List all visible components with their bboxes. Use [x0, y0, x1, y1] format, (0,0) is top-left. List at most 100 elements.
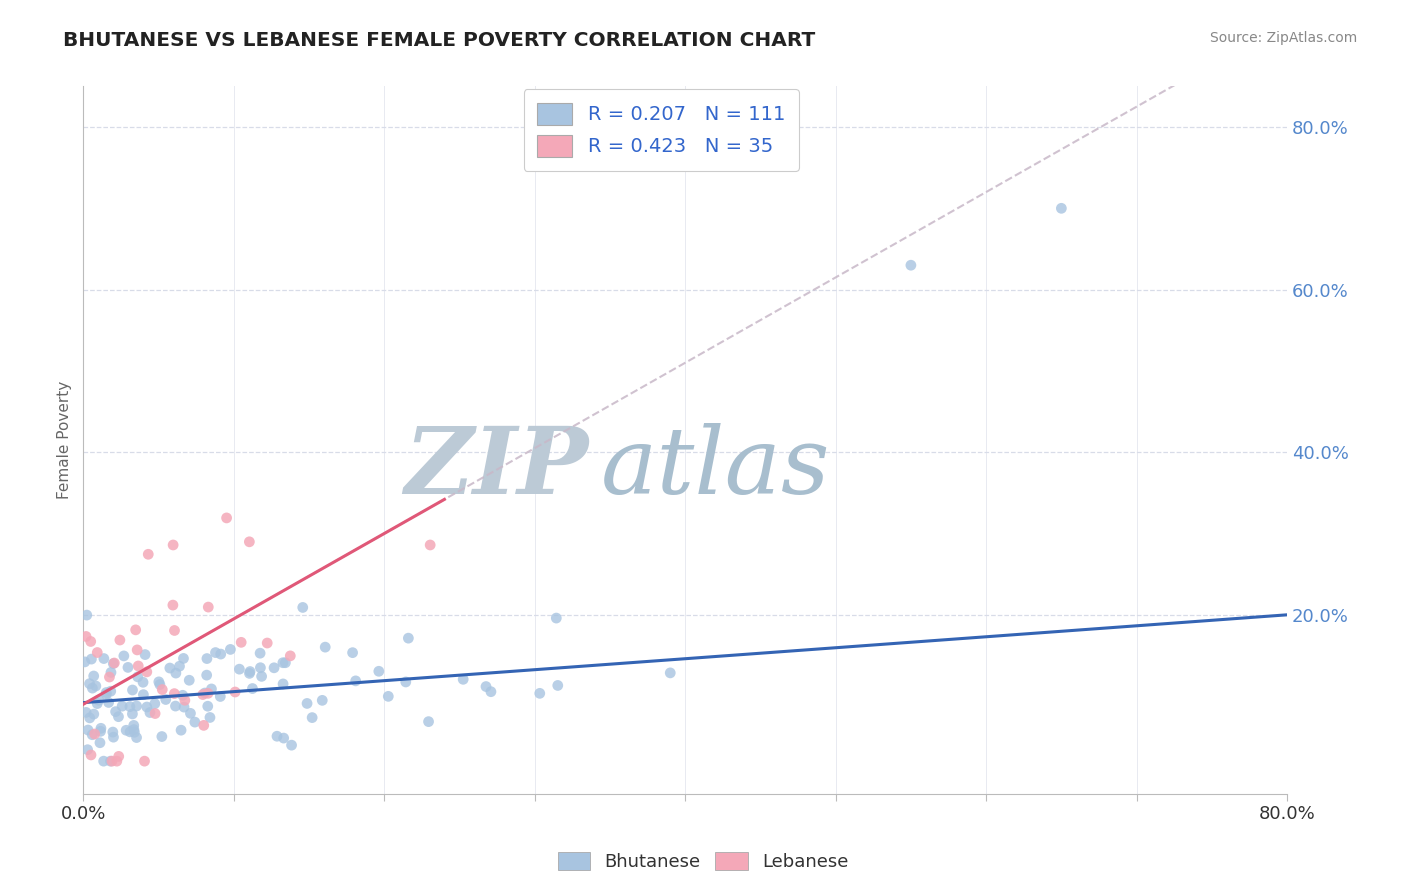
Point: [115, 723, 138, 738]
Point: [197, 686, 219, 700]
Point: [112, 648, 135, 663]
Point: [82, 728, 104, 742]
Point: [263, 661, 285, 675]
Point: [86, 646, 108, 660]
Point: [135, 700, 157, 714]
Point: [134, 648, 156, 662]
Point: [204, 646, 226, 660]
Point: [195, 651, 218, 665]
Point: [191, 688, 214, 702]
Point: [76, 742, 98, 756]
Point: [90, 724, 112, 739]
Point: [659, 665, 682, 680]
Point: [100, 665, 122, 680]
Point: [228, 662, 250, 676]
Point: [193, 718, 215, 732]
Point: [179, 673, 201, 688]
Point: [149, 677, 172, 691]
Point: [344, 673, 367, 688]
Point: [159, 661, 181, 675]
Point: [172, 651, 194, 665]
Point: [479, 684, 502, 698]
Point: [184, 715, 207, 730]
Point: [96, 687, 118, 701]
Point: [108, 633, 131, 648]
Point: [238, 534, 260, 549]
Point: [111, 699, 134, 714]
Point: [103, 657, 125, 671]
Point: [163, 687, 186, 701]
Point: [231, 635, 253, 649]
Point: [117, 660, 139, 674]
Point: [127, 659, 149, 673]
Point: [103, 656, 125, 670]
Point: [98, 670, 121, 684]
Point: [118, 699, 141, 714]
Point: [475, 680, 498, 694]
Point: [76, 608, 98, 623]
Point: [75, 706, 97, 720]
Point: [291, 600, 314, 615]
Point: [162, 538, 184, 552]
Legend: R = 0.207   N = 111, R = 0.423   N = 35: R = 0.207 N = 111, R = 0.423 N = 35: [523, 89, 799, 171]
Point: [121, 683, 143, 698]
Point: [162, 598, 184, 612]
Point: [93, 651, 115, 665]
Point: [239, 665, 262, 679]
Point: [127, 643, 149, 657]
Text: ZIP: ZIP: [405, 424, 589, 513]
Point: [136, 547, 159, 561]
Legend: Bhutanese, Lebanese: Bhutanese, Lebanese: [550, 845, 856, 879]
Point: [104, 705, 127, 719]
Point: [209, 690, 232, 704]
Point: [529, 686, 551, 700]
Point: [194, 686, 217, 700]
Point: [80, 652, 103, 666]
Point: [197, 600, 219, 615]
Point: [93, 754, 115, 768]
Point: [134, 754, 156, 768]
Point: [75, 630, 97, 644]
Point: [103, 730, 125, 744]
Point: [163, 624, 186, 638]
Point: [198, 710, 221, 724]
Point: [87, 693, 110, 707]
Point: [150, 730, 173, 744]
Point: [314, 640, 336, 654]
Point: [278, 648, 301, 663]
Point: [173, 693, 195, 707]
Point: [215, 511, 238, 525]
Point: [546, 611, 568, 625]
Point: [125, 731, 148, 745]
Point: [77, 723, 100, 737]
Point: [547, 678, 569, 692]
Point: [250, 669, 273, 683]
Point: [200, 681, 222, 696]
Point: [122, 723, 145, 737]
Point: [80, 634, 103, 648]
Point: [242, 681, 264, 696]
Point: [155, 692, 177, 706]
Point: [165, 666, 187, 681]
Point: [125, 699, 148, 714]
Point: [249, 646, 271, 660]
Point: [83, 727, 105, 741]
Text: atlas: atlas: [600, 424, 831, 513]
Point: [83, 707, 105, 722]
Point: [90, 721, 112, 735]
Point: [209, 647, 232, 661]
Point: [120, 724, 142, 739]
Point: [271, 677, 294, 691]
Point: [122, 718, 145, 732]
Point: [124, 623, 146, 637]
Point: [1050, 202, 1073, 216]
Point: [172, 688, 194, 702]
Point: [165, 699, 187, 714]
Point: [419, 538, 441, 552]
Point: [132, 688, 155, 702]
Point: [342, 646, 364, 660]
Point: [224, 685, 246, 699]
Point: [105, 754, 128, 768]
Point: [100, 754, 122, 768]
Point: [249, 661, 271, 675]
